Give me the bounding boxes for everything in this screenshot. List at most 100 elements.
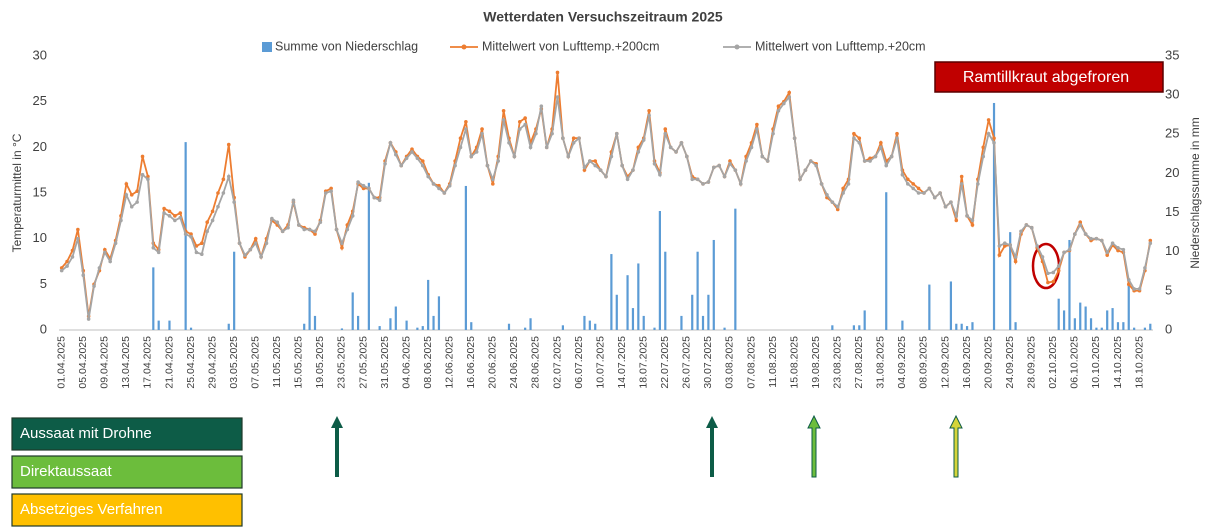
line-marker [550, 131, 554, 136]
bar [734, 208, 737, 330]
line-marker [297, 223, 301, 227]
y2-tick-label: 0 [1165, 321, 1172, 336]
line-marker [949, 200, 953, 204]
line-marker [852, 136, 856, 140]
line-marker [259, 255, 263, 259]
line-marker [323, 191, 328, 195]
line-marker [340, 246, 344, 250]
legend-label: Mittelwert von Lufttemp.+20cm [755, 39, 926, 53]
line-marker [609, 154, 614, 159]
line-marker [178, 211, 183, 215]
line-marker [534, 131, 538, 136]
bar [615, 294, 618, 330]
line-marker [221, 191, 226, 195]
bar [588, 320, 591, 330]
x-tick-label: 04.09.2025 [896, 336, 908, 389]
bar [901, 320, 904, 330]
line-marker [970, 218, 975, 223]
method-box [11, 493, 243, 527]
x-tick-label: 11.08.2025 [767, 336, 779, 388]
line-marker [604, 174, 608, 179]
line-marker [889, 154, 894, 159]
bar [367, 182, 370, 330]
line-marker [943, 204, 948, 209]
line-marker [124, 182, 129, 186]
line-marker [938, 191, 942, 195]
line-marker [523, 116, 527, 120]
bar [858, 325, 861, 330]
line-marker [862, 159, 867, 163]
line-marker [911, 186, 915, 191]
line-marker [151, 246, 156, 250]
bar [189, 327, 193, 330]
line-marker [970, 223, 975, 227]
bar [561, 325, 564, 330]
arrow [949, 414, 963, 478]
line-marker [631, 168, 635, 172]
line-marker [916, 186, 921, 191]
method-box [11, 455, 243, 489]
line-marker [226, 174, 231, 179]
bar [1084, 306, 1087, 330]
line-marker [356, 180, 360, 184]
line-marker [728, 161, 732, 166]
line-marker [814, 163, 818, 168]
line-marker [895, 136, 899, 140]
line-marker [496, 159, 501, 163]
bar [1149, 323, 1152, 330]
line-marker [679, 140, 684, 145]
bar [626, 275, 629, 330]
bar [356, 315, 360, 330]
line-marker [738, 182, 743, 186]
bar [992, 102, 996, 330]
bar [965, 326, 969, 330]
line-marker [663, 131, 668, 136]
line-marker [636, 150, 641, 154]
line-marker [992, 136, 996, 140]
line-marker [372, 195, 377, 200]
line-marker [884, 163, 889, 168]
line-marker [404, 156, 409, 161]
line-marker [431, 182, 436, 186]
bar [421, 326, 424, 330]
line-marker [873, 154, 878, 159]
line-marker [803, 168, 808, 172]
bar [696, 251, 699, 330]
line-marker [410, 150, 414, 154]
bar [852, 325, 856, 330]
bar [340, 328, 344, 330]
x-tick-label: 05.04.2025 [77, 336, 89, 389]
line-marker [571, 140, 576, 145]
x-tick-label: 17.04.2025 [142, 336, 154, 389]
line-marker [65, 264, 69, 268]
x-tick-label: 14.07.2025 [616, 336, 628, 389]
x-tick-label: 19.05.2025 [314, 336, 326, 389]
x-tick-label: 16.06.2025 [465, 336, 477, 389]
line-marker [798, 177, 802, 182]
arrow [807, 414, 821, 478]
bar [885, 192, 888, 330]
bar [949, 281, 953, 330]
line-marker [162, 206, 166, 211]
line-marker [1040, 255, 1045, 259]
bar [1089, 318, 1093, 330]
line-marker [932, 195, 937, 200]
line-marker [280, 229, 285, 234]
line-marker [674, 150, 678, 154]
line-marker [135, 200, 139, 204]
line-marker [474, 150, 479, 154]
bar [1057, 298, 1060, 330]
line-marker [103, 247, 107, 252]
line-marker [302, 227, 307, 232]
x-tick-label: 18.07.2025 [638, 336, 650, 389]
line-marker [1067, 247, 1072, 252]
line-marker [927, 186, 932, 191]
bar [701, 315, 705, 330]
line-marker [221, 177, 226, 182]
line-marker [442, 191, 447, 195]
line-marker [205, 220, 210, 225]
line-marker [593, 163, 598, 168]
line-marker [868, 159, 872, 163]
line-marker [523, 122, 527, 127]
